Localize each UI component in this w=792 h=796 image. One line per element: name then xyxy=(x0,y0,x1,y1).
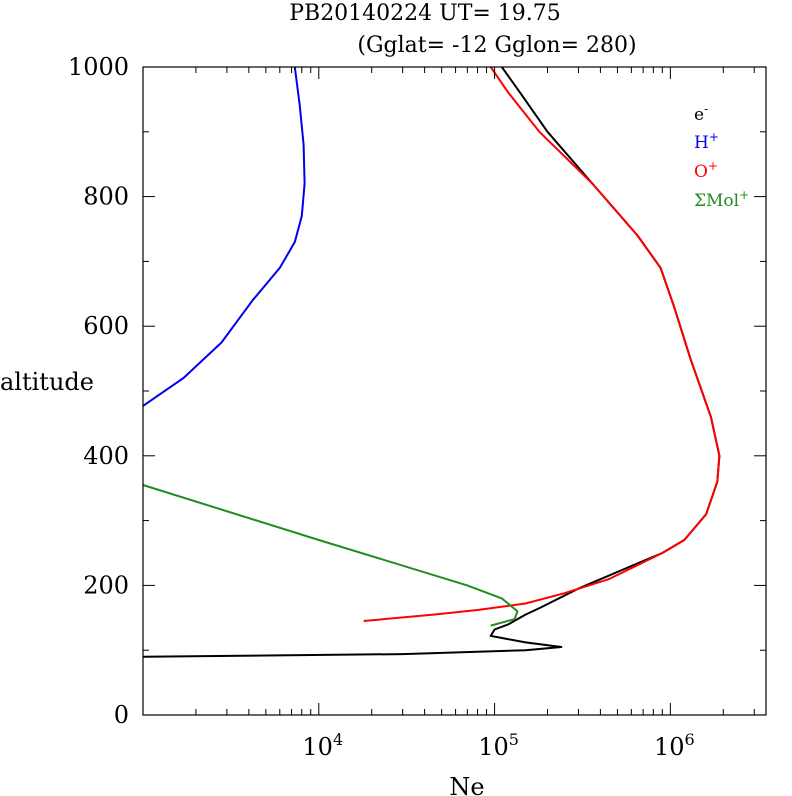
chart-title-line2: (Gglat= -12 Gglon= 280) xyxy=(357,33,636,58)
y-tick-label: 400 xyxy=(83,442,129,470)
series-layer xyxy=(142,66,721,658)
y-axis-label: altitude xyxy=(0,368,94,396)
legend: e- H+ O+ ΣMol+ xyxy=(694,102,749,211)
ticks-layer: 0 200 400 600 800 1000 104 105 106 xyxy=(68,53,766,761)
y-tick-label: 800 xyxy=(83,183,129,211)
legend-entry-3: ΣMol+ xyxy=(694,188,749,211)
y-tick-label: 1000 xyxy=(68,53,129,81)
x-axis-label: Ne xyxy=(449,773,484,796)
y-tick-label: 600 xyxy=(83,312,129,340)
x-tick-label: 105 xyxy=(478,730,519,761)
series-line-3 xyxy=(142,484,519,627)
legend-entry-1: H+ xyxy=(694,130,719,153)
y-tick-label: 200 xyxy=(83,571,129,599)
series-line-2 xyxy=(363,66,721,622)
x-tick-label: 104 xyxy=(302,730,343,761)
plot-frame xyxy=(142,66,767,716)
series-line-1 xyxy=(142,66,306,407)
y-tick-label: 0 xyxy=(114,701,129,729)
x-tick-label: 106 xyxy=(654,730,695,761)
legend-entry-0: e- xyxy=(694,102,708,125)
chart-title-line1: PB20140224 UT= 19.75 xyxy=(289,1,561,26)
legend-entry-2: O+ xyxy=(694,159,718,182)
